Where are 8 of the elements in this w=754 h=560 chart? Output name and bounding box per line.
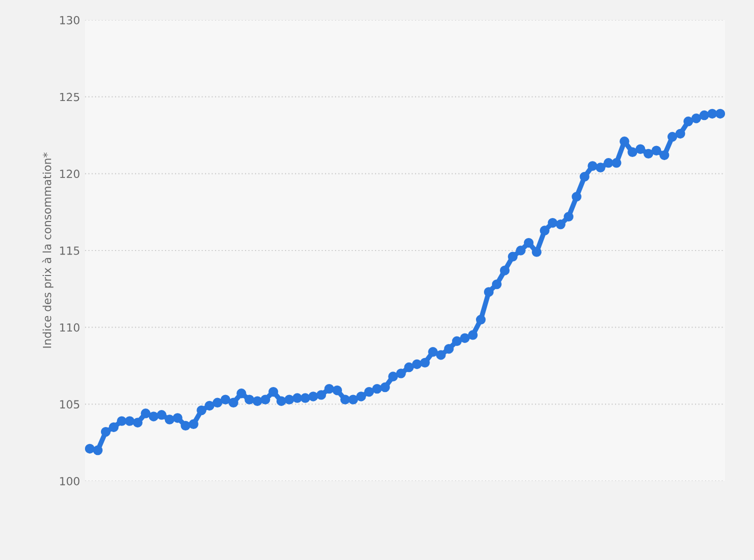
y-tick-label: 110 [60,323,80,332]
y-tick-label: 115 [60,246,80,255]
y-tick-label: 105 [60,400,80,409]
y-axis-title: Indice des prix à la consommation* [42,152,54,348]
y-tick-label: 100 [60,476,80,486]
y-tick-label: 120 [60,170,80,178]
y-tick-label: 130 [60,16,80,24]
y-tick-label: 125 [60,92,80,102]
